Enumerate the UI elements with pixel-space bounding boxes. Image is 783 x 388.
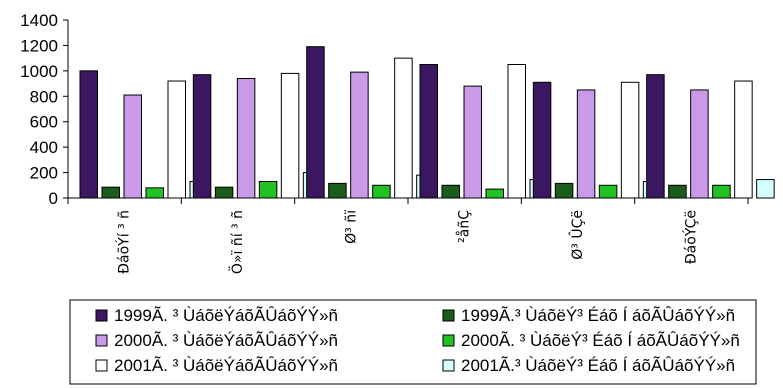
x-category-label: ÐáõÝÇë: [682, 210, 699, 264]
bar: [734, 80, 753, 199]
bar: [372, 184, 391, 199]
bar: [101, 186, 120, 199]
x-axis-labels: ÐáõÝí ³ ñ Ö»ï ñí ³ ñ Ø³ ñï ²åñÇ Ø³ ÛÇë ÐáõÝÇë: [116, 210, 700, 274]
bar: [79, 70, 98, 199]
y-tick-label: 600: [30, 113, 58, 132]
bar: [258, 180, 278, 199]
bar: [463, 85, 482, 199]
bar: [236, 77, 256, 199]
chart-axes: [67, 20, 749, 204]
bar: [756, 179, 775, 199]
legend-swatch: [442, 309, 455, 322]
bar: [646, 74, 665, 199]
bar: [328, 182, 347, 199]
bar: [576, 89, 596, 199]
legend-label: 1999Ã. ³ ÙáõëÝáõÃÛáõÝÝ»ñ: [114, 306, 338, 325]
bar: [690, 89, 709, 199]
bar: [350, 71, 369, 199]
y-axis-ticks: 0 200 400 600 800 1000 1200 1400: [20, 11, 68, 208]
chart-legend: 1999Ã. ³ ÙáõëÝáõÃÛáõÝÝ»ñ 1999Ã.³ ÙáõëÝ³ É…: [69, 299, 757, 385]
x-category-label: Ø³ ñï: [343, 210, 359, 244]
bar: [532, 81, 552, 199]
legend-label: 1999Ã.³ ÙáõëÝ³ Éáõ Í áõÃÛáõÝÝ»ñ: [461, 306, 735, 325]
legend-label: 2000Ã. ³ ÙáõëÝáõÃÛáõÝÝ»ñ: [114, 331, 338, 350]
y-tick-label: 0: [49, 189, 58, 208]
legend-swatch: [95, 334, 108, 347]
legend-swatch: [95, 359, 108, 372]
bar: [668, 184, 687, 199]
x-category-label: ²åñÇ: [456, 210, 473, 243]
y-tick-label: 1200: [20, 36, 58, 55]
bar: [419, 64, 438, 199]
y-tick-label: 400: [30, 138, 58, 157]
bar: [554, 182, 574, 199]
legend-label: 2001Ã.³ ÙáõëÝ³ Éáõ Í áõÃÛáõÝÝ»ñ: [461, 356, 735, 375]
bar: [712, 184, 731, 199]
bar: [485, 188, 504, 199]
bar: [280, 72, 300, 199]
legend-label: 2001Ã. ³ ÙáõëÝáõÃÛáõÝÝ»ñ: [114, 356, 338, 375]
x-category-label: Ø³ ÛÇë: [568, 210, 586, 260]
legend-swatch: [442, 334, 455, 347]
y-tick-label: 1000: [20, 62, 58, 81]
bar: [441, 184, 460, 199]
bar: [620, 81, 640, 199]
y-tick-label: 1400: [20, 11, 58, 30]
x-category-label: Ö»ï ñí ³ ñ: [228, 210, 246, 274]
y-tick-label: 200: [30, 164, 58, 183]
legend-box: [69, 299, 757, 385]
bar: [192, 74, 212, 199]
legend-swatch: [442, 359, 455, 372]
bar: [598, 184, 618, 199]
bar: [214, 186, 234, 199]
bar: [394, 57, 413, 199]
bar: [123, 94, 142, 199]
bar: [145, 187, 164, 199]
legend-label: 2000Ã. ³ ÙáõëÝ³ Éáõ Í áõÃÛáõÝÝ»ñ: [461, 331, 740, 350]
legend-swatch: [95, 309, 108, 322]
y-tick-label: 800: [30, 87, 58, 106]
bar: [507, 64, 526, 199]
bar: [167, 80, 186, 199]
bar: [306, 46, 325, 199]
x-category-label: ÐáõÝí ³ ñ: [116, 210, 133, 274]
chart-bars: [79, 46, 775, 199]
